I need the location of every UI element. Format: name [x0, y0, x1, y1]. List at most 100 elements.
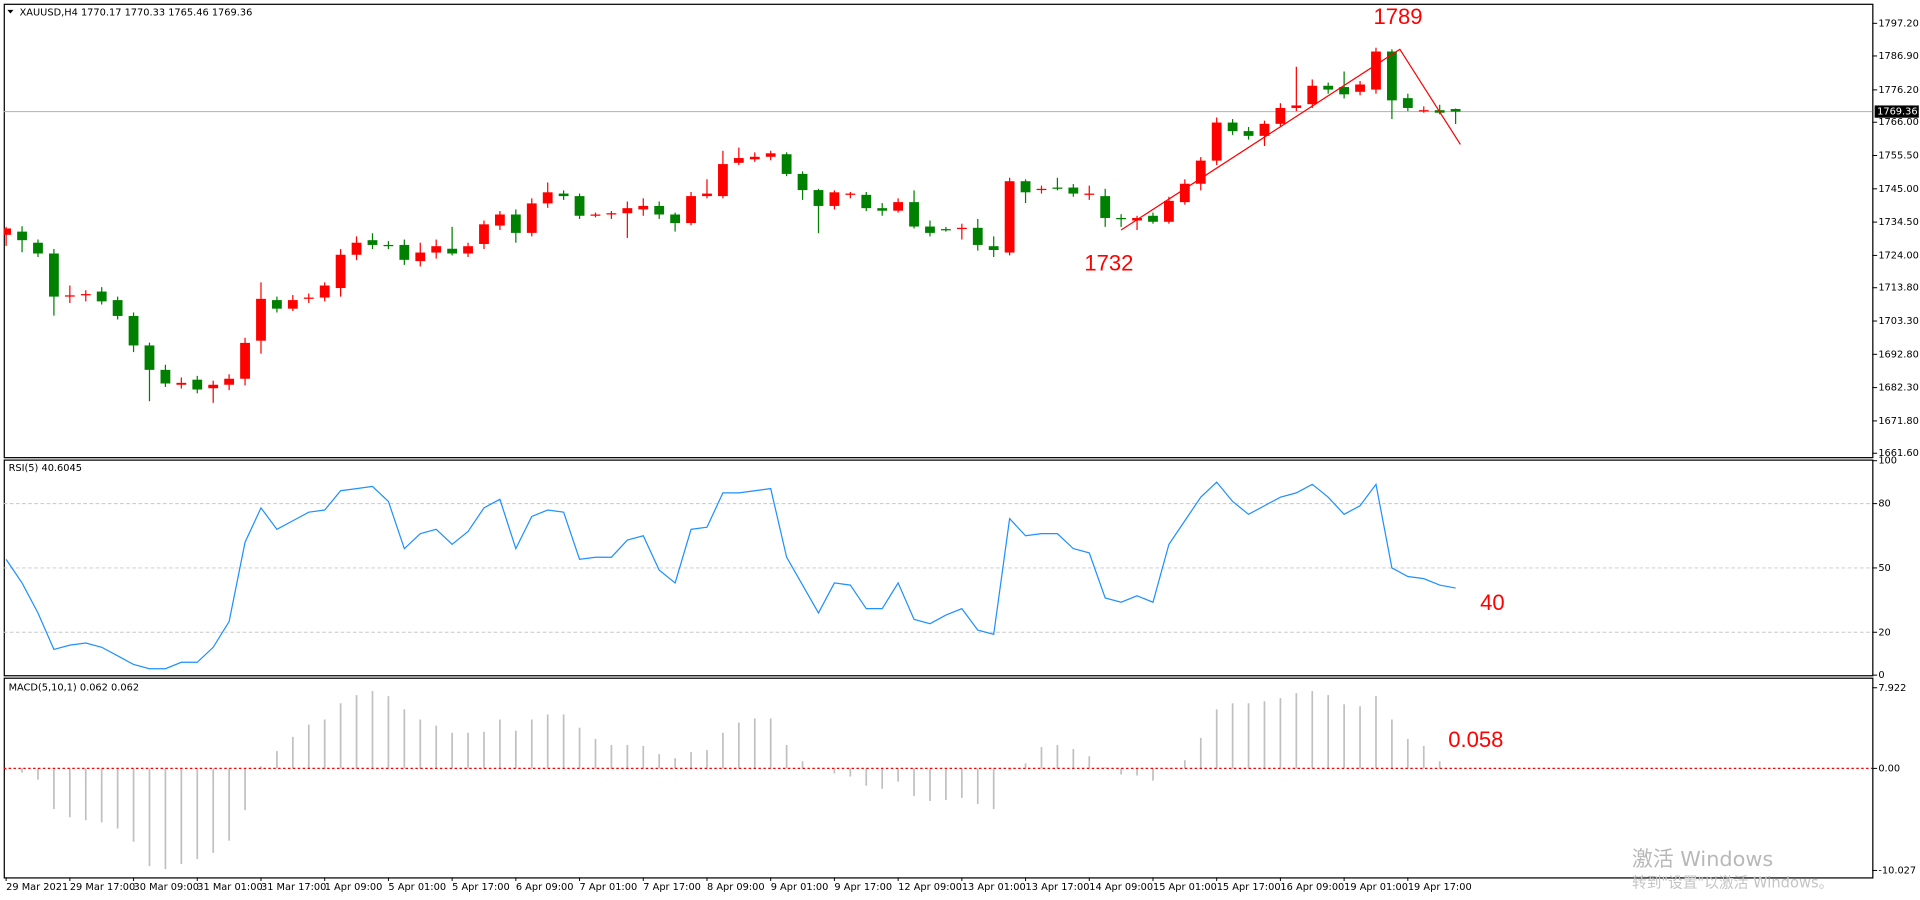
candle-body: [1275, 107, 1286, 124]
x-tick-label: 8 Apr 09:00: [707, 882, 765, 893]
annotation: 1789: [1374, 4, 1423, 29]
y-tick-label: 50: [1878, 563, 1890, 574]
y-tick-label: 1766.00: [1878, 117, 1919, 128]
candle-body: [1450, 109, 1461, 112]
y-tick-label: 1786.90: [1878, 51, 1919, 62]
candle-body: [160, 369, 171, 384]
candle-body: [925, 226, 935, 233]
candle-body: [1020, 181, 1031, 193]
y-tick-label: 1797.20: [1878, 18, 1919, 29]
macd-title: MACD(5,10,1) 0.062 0.062: [9, 682, 140, 693]
candle-body: [3, 228, 12, 235]
menu-arrow: [7, 9, 14, 14]
x-tick-label: 19 Apr 01:00: [1344, 882, 1408, 893]
y-tick-label: -10.027: [1878, 865, 1916, 876]
x-tick-label: 16 Apr 09:00: [1280, 882, 1344, 893]
candle-body: [590, 214, 601, 216]
trend-line: [1120, 48, 1461, 231]
candle-body: [208, 384, 219, 389]
candle-body: [1259, 123, 1270, 136]
candle-body: [272, 300, 282, 309]
annotation: 0.058: [1448, 727, 1503, 752]
x-tick-label: 19 Apr 17:00: [1408, 882, 1472, 893]
candle-body: [1036, 188, 1047, 191]
candle-body: [1355, 84, 1365, 92]
candle-body: [797, 173, 808, 191]
candle-body: [431, 246, 442, 253]
x-tick-label: 12 Apr 09:00: [898, 882, 962, 893]
current-price-box: [1874, 105, 1919, 118]
candle-body: [542, 192, 553, 204]
candle-body: [224, 378, 235, 385]
candle-body: [988, 246, 999, 251]
candle-body: [1052, 187, 1063, 189]
candle-body: [1227, 122, 1238, 132]
x-tick-label: 6 Apr 09:00: [516, 882, 574, 893]
plots: [3, 47, 1873, 870]
candle-body: [17, 231, 27, 241]
candle-body: [1084, 193, 1095, 195]
annotation: 1732: [1084, 251, 1133, 276]
candle-body: [64, 295, 75, 297]
x-tick-label: 15 Apr 17:00: [1217, 882, 1281, 893]
x-tick-label: 15 Apr 01:00: [1153, 882, 1217, 893]
price-title: XAUUSD,H4 1770.17 1770.33 1765.46 1769.3…: [20, 7, 253, 18]
macd-panel: [3, 677, 1874, 879]
y-tick-label: 20: [1878, 627, 1890, 638]
candle-body: [749, 156, 760, 160]
candle-body: [1291, 105, 1302, 108]
candle-body: [1164, 200, 1174, 222]
candle-body: [33, 242, 43, 254]
candle-body: [256, 298, 266, 341]
candle-body: [718, 164, 728, 197]
candle-body: [495, 214, 505, 226]
y-tick-label: 0: [1878, 670, 1884, 681]
y-tick-label: 7.922: [1878, 683, 1906, 694]
candle-body: [399, 244, 410, 260]
candle-body: [765, 153, 776, 157]
candle-body: [972, 227, 983, 245]
candle-body: [670, 214, 681, 224]
y-tick-label: 100: [1878, 456, 1897, 467]
candle-body: [240, 342, 250, 379]
x-tick-label: 29 Mar 17:00: [70, 882, 135, 893]
candle-body: [49, 253, 59, 297]
candle-body: [909, 202, 919, 227]
candle-body: [606, 213, 617, 215]
candle-body: [319, 285, 330, 298]
x-tick-label: 13 Apr 01:00: [962, 882, 1026, 893]
x-tick-label: 9 Apr 17:00: [834, 882, 892, 893]
x-tick-label: 14 Apr 09:00: [1089, 882, 1153, 893]
candle-body: [526, 203, 537, 233]
candle-body: [813, 190, 824, 206]
candle-body: [335, 254, 346, 289]
candle-body: [1195, 160, 1206, 184]
candle-body: [1307, 85, 1318, 105]
candle-body: [303, 297, 314, 299]
candle-body: [1148, 215, 1158, 222]
rsi-title: RSI(5) 40.6045: [9, 463, 82, 474]
candle-body: [1179, 183, 1190, 203]
y-tick-label: 1692.80: [1878, 349, 1919, 360]
x-tick-label: 1 Apr 09:00: [325, 882, 383, 893]
annotation: 40: [1480, 590, 1505, 615]
candle-body: [463, 246, 473, 254]
candle-body: [1402, 98, 1413, 108]
x-tick-label: 31 Mar 17:00: [261, 882, 326, 893]
y-tick-label: 0.00: [1878, 763, 1900, 774]
candle-body: [893, 202, 904, 211]
y-tick-label: 1734.50: [1878, 217, 1919, 228]
candle-body: [574, 196, 585, 216]
candle-body: [622, 208, 633, 214]
y-tick-label: 1703.30: [1878, 316, 1919, 327]
candle-body: [654, 205, 665, 215]
rsi-line: [5, 481, 1456, 670]
x-tick-label: 13 Apr 17:00: [1026, 882, 1090, 893]
candle-body: [367, 240, 378, 245]
x-tick-label: 29 Mar 2021: [6, 882, 68, 893]
y-tick-label: 1682.30: [1878, 383, 1919, 394]
candle-body: [1004, 181, 1015, 253]
candle-body: [1339, 87, 1350, 95]
candle-body: [845, 193, 856, 195]
y-tick-label: 80: [1878, 499, 1890, 510]
